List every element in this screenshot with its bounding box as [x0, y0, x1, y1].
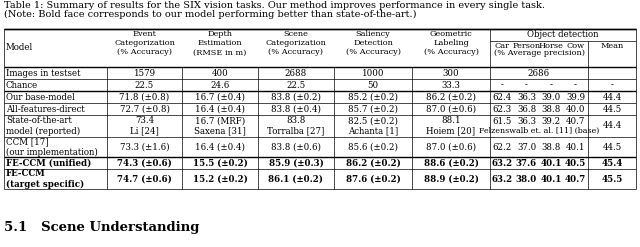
Text: 87.6 (±0.2): 87.6 (±0.2)	[346, 174, 401, 184]
Text: 15.2 (±0.2): 15.2 (±0.2)	[193, 174, 248, 184]
Text: Car: Car	[495, 42, 509, 50]
Text: 36.8: 36.8	[517, 104, 536, 114]
Text: 38.8: 38.8	[541, 104, 561, 114]
Text: Event
Categorization
(% Accuracy): Event Categorization (% Accuracy)	[114, 30, 175, 56]
Text: 5.1   Scene Understanding: 5.1 Scene Understanding	[4, 221, 200, 234]
Text: FE-CCM
(target specific): FE-CCM (target specific)	[6, 169, 84, 189]
Text: 2686: 2686	[528, 68, 550, 78]
Text: 85.9 (±0.3): 85.9 (±0.3)	[269, 159, 323, 167]
Text: 1000: 1000	[362, 68, 384, 78]
Text: 16.4 (±0.4): 16.4 (±0.4)	[195, 104, 245, 114]
Text: 40.5: 40.5	[565, 159, 586, 167]
Text: 88.1
Hoiem [20]: 88.1 Hoiem [20]	[426, 116, 476, 136]
Text: CCM [17]
(our implementation): CCM [17] (our implementation)	[6, 137, 98, 157]
Text: Scene
Categorization
(% Accuracy): Scene Categorization (% Accuracy)	[266, 30, 326, 56]
Text: 33.3: 33.3	[442, 81, 460, 89]
Text: 83.8 (±0.2): 83.8 (±0.2)	[271, 92, 321, 102]
Text: Person: Person	[513, 42, 541, 50]
Text: 38.0: 38.0	[516, 174, 537, 184]
Text: 87.0 (±0.6): 87.0 (±0.6)	[426, 104, 476, 114]
Text: 1579: 1579	[133, 68, 156, 78]
Text: Images in testset: Images in testset	[6, 68, 81, 78]
Text: 50: 50	[367, 81, 379, 89]
Text: 45.4: 45.4	[602, 159, 623, 167]
Text: 40.1: 40.1	[540, 159, 562, 167]
Text: 400: 400	[212, 68, 228, 78]
Text: 83.8
Torralba [27]: 83.8 Torralba [27]	[268, 116, 324, 136]
Text: Felzenswalb et. al. [11] (base): Felzenswalb et. al. [11] (base)	[479, 126, 599, 134]
Text: 72.7 (±0.8): 72.7 (±0.8)	[120, 104, 170, 114]
Text: -: -	[574, 81, 577, 89]
Text: 37.0: 37.0	[517, 143, 536, 151]
Text: 15.5 (±0.2): 15.5 (±0.2)	[193, 159, 248, 167]
Text: Model: Model	[6, 43, 33, 53]
Text: Our base-model: Our base-model	[6, 92, 75, 102]
Text: 16.4 (±0.4): 16.4 (±0.4)	[195, 143, 245, 151]
Text: 45.5: 45.5	[602, 174, 623, 184]
Text: 74.3 (±0.6): 74.3 (±0.6)	[117, 159, 172, 167]
Text: 37.6: 37.6	[516, 159, 537, 167]
Text: Geometric
Labeling
(% Accuracy): Geometric Labeling (% Accuracy)	[424, 30, 479, 56]
Text: All-features-direct: All-features-direct	[6, 104, 84, 114]
Text: 39.0: 39.0	[541, 92, 561, 102]
Text: 86.2 (±0.2): 86.2 (±0.2)	[426, 92, 476, 102]
Text: 44.4: 44.4	[602, 92, 621, 102]
Text: 86.1 (±0.2): 86.1 (±0.2)	[269, 174, 323, 184]
Text: Chance: Chance	[6, 81, 38, 89]
Text: Saliency
Detection
(% Accuracy): Saliency Detection (% Accuracy)	[346, 30, 401, 56]
Text: 300: 300	[443, 68, 460, 78]
Text: 87.0 (±0.6): 87.0 (±0.6)	[426, 143, 476, 151]
Text: 16.7 (±0.4): 16.7 (±0.4)	[195, 92, 245, 102]
Text: 86.2 (±0.2): 86.2 (±0.2)	[346, 159, 401, 167]
Text: 40.1: 40.1	[540, 174, 562, 184]
Text: 44.5: 44.5	[602, 104, 621, 114]
Text: FE-CCM (unified): FE-CCM (unified)	[6, 159, 92, 167]
Text: (Note: Bold face corresponds to our model performing better than state-of-the-ar: (Note: Bold face corresponds to our mode…	[4, 10, 417, 19]
Text: 22.5: 22.5	[135, 81, 154, 89]
Text: -: -	[611, 81, 613, 89]
Text: 39.9: 39.9	[566, 92, 585, 102]
Text: 40.1: 40.1	[566, 143, 585, 151]
Text: Horse: Horse	[539, 42, 563, 50]
Text: 63.2: 63.2	[492, 159, 513, 167]
Text: 22.5: 22.5	[286, 81, 306, 89]
Text: 44.4: 44.4	[602, 122, 621, 130]
Text: 83.8 (±0.6): 83.8 (±0.6)	[271, 143, 321, 151]
Text: 62.4: 62.4	[492, 92, 511, 102]
Text: Table 1: Summary of results for the SIX vision tasks. Our method improves perfor: Table 1: Summary of results for the SIX …	[4, 1, 545, 10]
Text: -: -	[500, 81, 504, 89]
Text: -: -	[525, 81, 528, 89]
Text: 24.6: 24.6	[211, 81, 230, 89]
Text: 83.8 (±0.4): 83.8 (±0.4)	[271, 104, 321, 114]
Text: 40.7: 40.7	[566, 117, 585, 126]
Text: 71.8 (±0.8): 71.8 (±0.8)	[120, 92, 170, 102]
Text: -: -	[550, 81, 552, 89]
Text: 88.9 (±0.2): 88.9 (±0.2)	[424, 174, 479, 184]
Text: 16.7 (MRF)
Saxena [31]: 16.7 (MRF) Saxena [31]	[194, 116, 246, 136]
Text: Object detection: Object detection	[527, 30, 599, 39]
Text: Depth
Estimation
(RMSE in m): Depth Estimation (RMSE in m)	[193, 30, 246, 56]
Text: (% Average precision): (% Average precision)	[493, 49, 584, 57]
Text: 74.7 (±0.6): 74.7 (±0.6)	[117, 174, 172, 184]
Text: 73.4
Li [24]: 73.4 Li [24]	[130, 116, 159, 136]
Text: 39.2: 39.2	[541, 117, 561, 126]
Text: State-of-the-art
model (reported): State-of-the-art model (reported)	[6, 116, 80, 136]
Text: 36.3: 36.3	[517, 117, 536, 126]
Text: 82.5 (±0.2)
Achanta [1]: 82.5 (±0.2) Achanta [1]	[348, 116, 398, 136]
Text: 2688: 2688	[285, 68, 307, 78]
Text: 63.2: 63.2	[492, 174, 513, 184]
Text: 61.5: 61.5	[492, 117, 512, 126]
Text: 40.0: 40.0	[566, 104, 585, 114]
Text: 88.6 (±0.2): 88.6 (±0.2)	[424, 159, 479, 167]
Text: 38.8: 38.8	[541, 143, 561, 151]
Text: 85.6 (±0.2): 85.6 (±0.2)	[348, 143, 398, 151]
Text: 62.2: 62.2	[492, 143, 511, 151]
Text: 40.7: 40.7	[565, 174, 586, 184]
Text: 44.5: 44.5	[602, 143, 621, 151]
Text: 36.3: 36.3	[517, 92, 536, 102]
Text: Mean: Mean	[600, 42, 623, 50]
Text: Cow: Cow	[566, 42, 584, 50]
Text: 62.3: 62.3	[492, 104, 511, 114]
Text: 73.3 (±1.6): 73.3 (±1.6)	[120, 143, 170, 151]
Text: 85.2 (±0.2): 85.2 (±0.2)	[348, 92, 398, 102]
